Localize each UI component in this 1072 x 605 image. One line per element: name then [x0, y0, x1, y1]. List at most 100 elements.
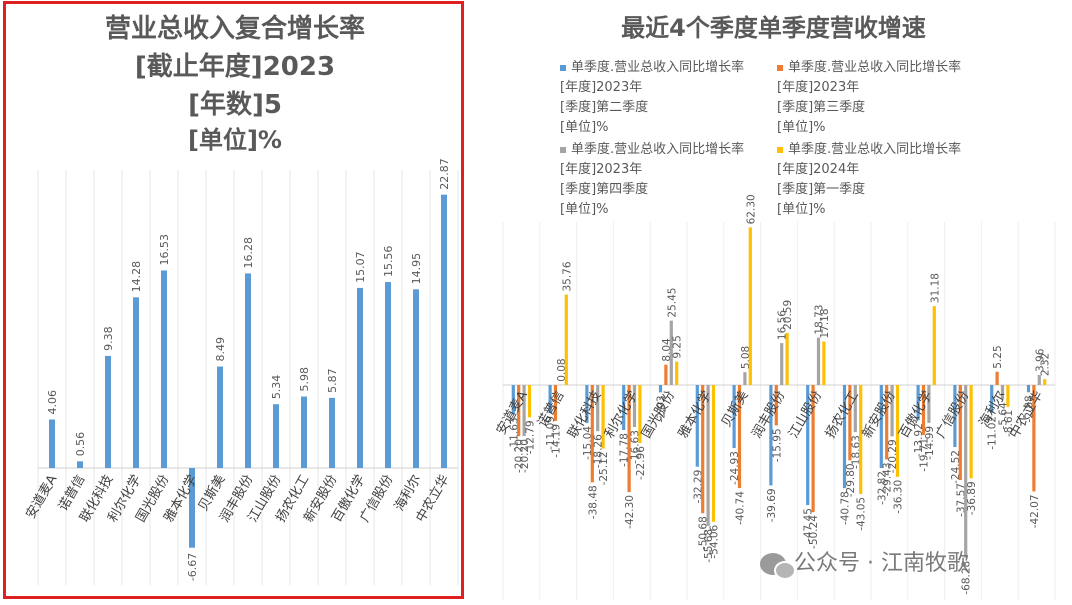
data-label: 17.18 [819, 308, 831, 338]
data-label: -6.67 [186, 553, 199, 581]
bar [590, 385, 594, 483]
left-bar-chart: 4.06安道麦A0.56诺普信9.38联化科技14.28利尔化学16.53国光股… [24, 158, 459, 585]
data-label: -29.43 [882, 462, 894, 496]
legend-swatch [560, 146, 566, 153]
legend-swatch [560, 64, 566, 71]
bar [964, 385, 968, 558]
bar [522, 385, 526, 437]
bar [189, 468, 195, 548]
bar [441, 194, 447, 469]
category-label: 江山股份 [786, 389, 825, 442]
bar [890, 385, 894, 437]
data-label: -47.45 [803, 508, 815, 542]
data-label: -14.19 [551, 424, 563, 458]
bar [1000, 385, 1005, 400]
data-label: -15.95 [771, 428, 783, 462]
bar [927, 385, 931, 423]
selection-frame [3, 1, 464, 599]
data-label: -40.78 [840, 491, 852, 525]
data-label: -36.30 [893, 480, 905, 514]
bar [822, 341, 826, 385]
data-label: 8.49 [214, 337, 227, 362]
bar [853, 385, 857, 433]
data-label: -2.93 [656, 395, 668, 422]
bar [780, 343, 784, 385]
bar [511, 385, 515, 415]
bar [953, 385, 957, 448]
bar [385, 282, 391, 468]
data-label: 15.07 [354, 251, 367, 283]
data-label: 5.87 [326, 368, 339, 393]
bar [895, 385, 900, 477]
data-label: 14.28 [130, 261, 143, 293]
data-label: -8.61 [1003, 410, 1015, 437]
bar [548, 385, 552, 414]
data-label: -11.09 [545, 416, 557, 450]
bar [737, 385, 742, 489]
data-label: 2.32 [1040, 353, 1052, 376]
data-label: 62.30 [745, 194, 757, 224]
data-label: 31.18 [929, 273, 941, 303]
data-label: 4.06 [46, 390, 59, 415]
data-label: -14.99 [924, 426, 936, 460]
legend-swatch [777, 146, 783, 153]
data-label: 5.34 [270, 375, 283, 400]
bar [273, 404, 279, 468]
data-label: 14.95 [410, 253, 423, 285]
bar [658, 385, 663, 393]
right-grouped-bar-chart: -11.63 -11.09 -15.04 -17.78-2.93-32.29-24.9… [494, 194, 1056, 600]
bar [701, 385, 705, 514]
bar [669, 320, 673, 385]
data-label: -19.71 [919, 438, 931, 472]
bar [638, 385, 642, 444]
bar [958, 385, 962, 481]
bar [585, 385, 589, 424]
bar [732, 385, 736, 449]
bar [133, 297, 139, 468]
bar [916, 385, 920, 421]
data-label: -36.89 [966, 481, 978, 515]
left-title-line-2: [截止年度]2023 [134, 52, 336, 82]
bar [664, 364, 668, 385]
bar [743, 372, 747, 385]
bar [329, 397, 335, 468]
left-title-line-4: [单位]% [188, 126, 282, 154]
bar [217, 366, 223, 468]
bar [748, 227, 752, 385]
bar [564, 294, 568, 385]
left-title-line-3: [年数]5 [188, 90, 282, 120]
bar [1006, 385, 1010, 407]
bar [49, 419, 55, 468]
bar [1032, 385, 1036, 492]
data-label: -40.74 [735, 491, 747, 525]
bar [77, 461, 83, 468]
data-label: 9.38 [102, 326, 115, 351]
data-label: -20.20 [519, 439, 531, 473]
data-label: -25.12 [598, 452, 610, 486]
bar [553, 385, 558, 421]
data-label: 5.98 [298, 367, 311, 392]
data-label: -32.82 [876, 471, 888, 505]
bar [1037, 374, 1041, 385]
data-label: -22.96 [635, 446, 647, 480]
data-label: -55.68 [703, 529, 715, 563]
legend-swatch [777, 64, 783, 71]
data-label: -50.24 [808, 515, 820, 549]
data-label: 22.87 [438, 158, 451, 190]
bar [245, 273, 251, 468]
data-label: 5.25 [992, 345, 1004, 368]
legend-item-q3-2023: 单季度.营业总收入同比增长率 [年度]2023年 [季度]第三季度 [单位]% [777, 60, 962, 135]
watermark: 公众号 · 江南牧歌 [760, 545, 969, 580]
data-label: 0.56 [74, 432, 87, 457]
data-label: -54.06 [709, 524, 721, 558]
bar [932, 306, 936, 385]
bar [774, 385, 778, 426]
bar [301, 396, 307, 468]
bar [769, 385, 773, 486]
bar [816, 337, 821, 385]
right-chart-panel: 最近4个季度单季度营收增速 单季度.营业总收入同比增长率 [年度]2023年 [… [475, 0, 1072, 605]
bar [842, 385, 847, 489]
watermark-text: 公众号 · 江南牧歌 [794, 551, 969, 576]
data-label: -43.05 [856, 497, 868, 531]
data-label: 9.25 [672, 335, 684, 358]
